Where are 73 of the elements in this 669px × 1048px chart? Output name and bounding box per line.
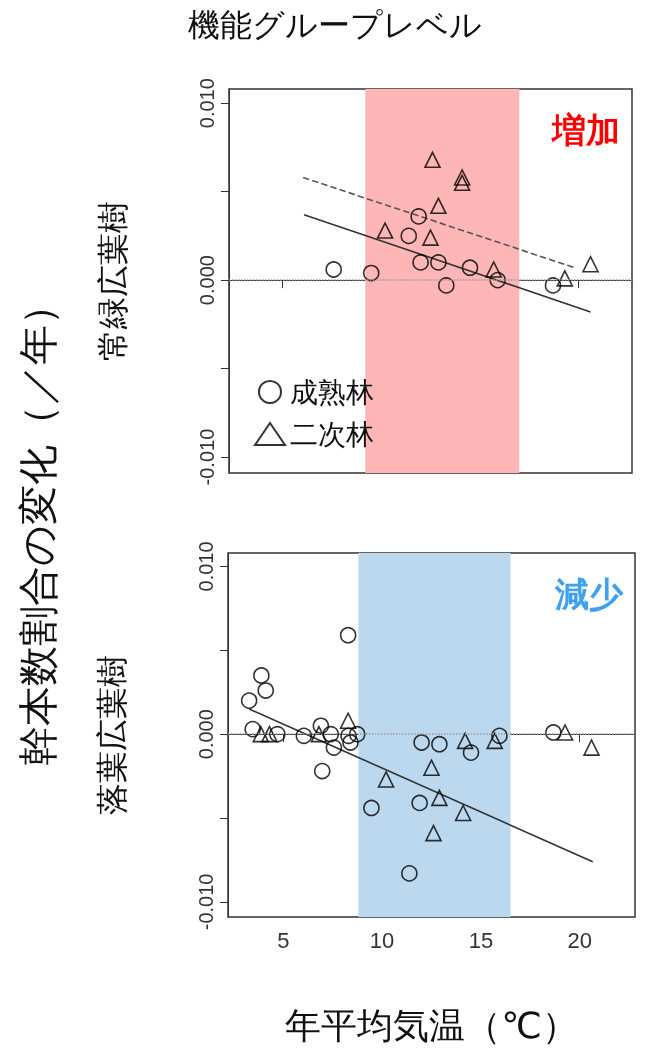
x-tick-label: 10 [369, 927, 395, 953]
point [253, 667, 270, 684]
legend-label: 成熟林 [290, 375, 374, 409]
point [377, 771, 395, 788]
point [431, 735, 448, 753]
point [376, 222, 394, 239]
point [456, 732, 474, 750]
point [430, 197, 447, 215]
point [325, 261, 342, 278]
point [423, 759, 440, 777]
y-tick-label: -0.010 [196, 428, 218, 486]
point [462, 744, 480, 761]
point [312, 717, 330, 735]
point [544, 277, 562, 294]
point [453, 174, 471, 192]
point [362, 264, 380, 282]
point [400, 227, 418, 245]
point [313, 762, 331, 780]
point [489, 271, 506, 289]
point [252, 725, 270, 743]
chart-title: 機能グループレベル [187, 6, 482, 44]
point [363, 799, 380, 817]
y-tick-label: 0.010 [196, 78, 218, 129]
point [340, 727, 357, 745]
y-tick-label: 0.010 [195, 541, 217, 592]
point [431, 789, 448, 807]
point [485, 261, 503, 278]
point [425, 824, 442, 842]
point [339, 626, 357, 644]
point [269, 725, 286, 743]
y-tick-label: 0.000 [196, 255, 218, 306]
point [430, 254, 447, 271]
x-tick-label: 5 [277, 927, 290, 953]
text: 幹本数割合の変化（／年） [13, 284, 62, 766]
y-axis-title: 落葉広葉樹 [93, 655, 131, 815]
point [454, 804, 472, 822]
point [412, 254, 429, 271]
point [438, 277, 455, 294]
point [486, 732, 504, 750]
point [325, 739, 343, 756]
y-tick-label: -0.010 [195, 873, 217, 931]
legend-label: 二次林 [290, 417, 374, 451]
point [244, 720, 261, 738]
point [401, 865, 418, 882]
y-tick-label: 0.000 [195, 709, 217, 760]
point [582, 255, 599, 273]
x-axis-title: 年平均気温（℃） [285, 1004, 578, 1046]
point [411, 794, 428, 812]
point [556, 724, 574, 741]
band-label: 減少 [554, 574, 624, 614]
y-axis-title: 常緑広葉樹 [94, 201, 132, 361]
point [261, 725, 278, 743]
point [322, 725, 340, 743]
x-tick-label: 15 [468, 927, 494, 953]
x-tick-label: 20 [567, 927, 592, 953]
point [453, 169, 471, 186]
point [257, 682, 275, 699]
point [422, 229, 439, 246]
point [583, 739, 600, 756]
point [491, 727, 508, 745]
point [424, 151, 441, 169]
point [240, 692, 258, 709]
point [461, 259, 479, 277]
point [295, 727, 313, 745]
point [556, 270, 574, 287]
point [410, 208, 427, 225]
point [348, 725, 366, 743]
point [342, 734, 359, 751]
point [339, 712, 357, 730]
point [545, 724, 562, 741]
point [310, 725, 328, 743]
point [413, 734, 430, 751]
band-label: 増加 [550, 110, 620, 150]
